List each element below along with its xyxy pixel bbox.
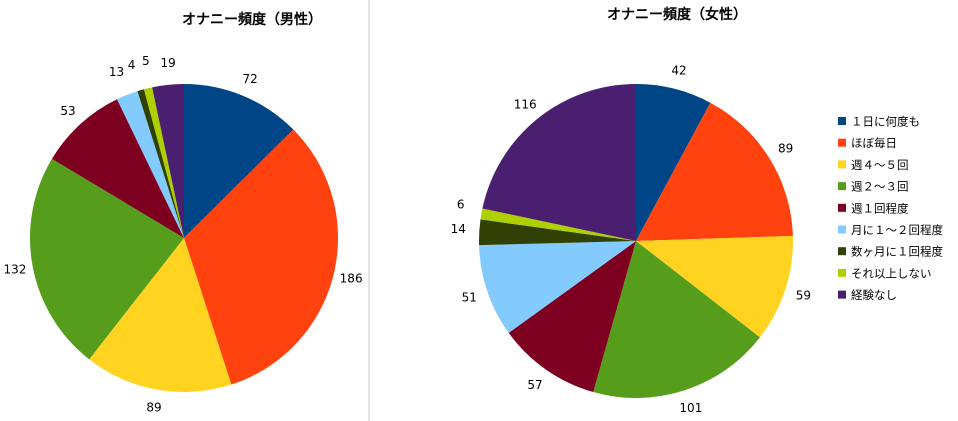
female-slice-7 (480, 208, 636, 241)
male-data-label-7: 5 (142, 54, 150, 68)
male-data-label-5: 13 (109, 65, 124, 79)
male-data-label-3: 132 (3, 262, 26, 276)
male-data-label-2: 89 (146, 400, 161, 414)
male-data-label-0: 72 (243, 72, 258, 86)
male-data-label-6: 4 (128, 58, 136, 72)
legend-swatch-1 (838, 138, 846, 147)
male-slice-4 (51, 99, 184, 239)
male-slice-2 (89, 238, 232, 392)
male-slice-3 (29, 158, 184, 360)
legend-swatch-0 (838, 117, 846, 125)
female-data-label-0: 42 (671, 63, 686, 77)
legend-label-1: ほぼ毎日 (851, 136, 897, 150)
female-data-label-8: 116 (514, 97, 537, 111)
chart-title-female: オナニー頻度（女性） (607, 6, 747, 23)
legend-label-5: 月に１～２回程度 (851, 223, 943, 237)
female-data-label-2: 59 (796, 288, 811, 302)
female-data-label-5: 51 (462, 290, 477, 304)
chart-title-male: オナニー頻度（男性） (182, 11, 322, 28)
female-slice-4 (508, 241, 636, 393)
male-slice-1 (184, 129, 338, 385)
legend-label-6: 数ヶ月に１回程度 (851, 245, 943, 259)
female-slice-6 (478, 219, 636, 246)
female-slice-8 (482, 83, 636, 241)
female-slice-2 (636, 235, 793, 338)
legend-swatch-3 (838, 182, 846, 191)
female-slice-5 (479, 241, 636, 333)
legend-swatch-4 (838, 203, 846, 212)
female-data-label-4: 57 (527, 378, 542, 392)
pie-female: 42 89 59 101 57 51 14 6 116 (451, 63, 811, 415)
legend-swatch-2 (838, 160, 846, 169)
legend-label-4: 週１回程度 (851, 201, 909, 215)
female-data-label-1: 89 (778, 141, 793, 155)
legend-label-8: 経験なし (851, 288, 897, 302)
legend: １日に何度もほぼ毎日週４～５回週２～３回週１回程度月に１～２回程度数ヶ月に１回程… (838, 115, 943, 302)
legend-label-0: １日に何度も (851, 115, 920, 129)
female-data-label-3: 101 (679, 401, 702, 415)
legend-label-2: 週４～５回 (851, 158, 909, 172)
male-data-label-8: 19 (160, 56, 175, 70)
male-data-label-4: 53 (60, 104, 75, 118)
female-data-label-7: 6 (457, 198, 465, 212)
male-slice-7 (143, 87, 184, 238)
legend-label-3: 週２～３回 (851, 180, 909, 194)
male-slice-8 (152, 84, 184, 238)
legend-swatch-6 (838, 247, 846, 256)
male-slice-5 (117, 91, 184, 238)
legend-label-7: それ以上しない (851, 266, 932, 280)
female-slice-3 (593, 241, 760, 398)
female-slice-1 (636, 102, 793, 242)
pie-male: 72 186 89 132 53 13 4 5 19 (3, 54, 362, 415)
male-slice-6 (137, 89, 184, 239)
female-slice-0 (636, 84, 711, 241)
legend-swatch-8 (838, 290, 846, 299)
male-data-label-1: 186 (340, 272, 363, 286)
female-data-label-6: 14 (451, 222, 466, 236)
male-slice-0 (184, 84, 294, 238)
legend-swatch-7 (838, 268, 846, 277)
legend-swatch-5 (838, 225, 846, 234)
